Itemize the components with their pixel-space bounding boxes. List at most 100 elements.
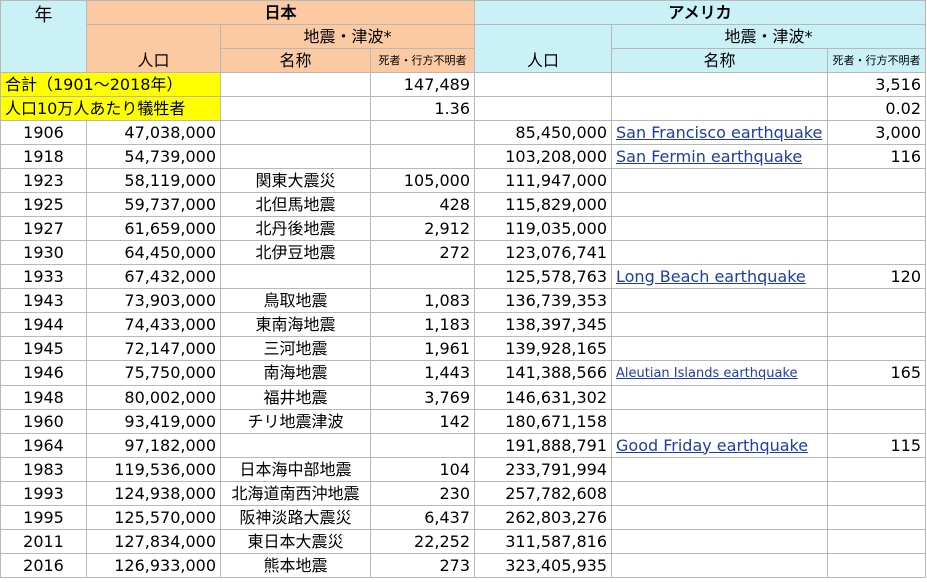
summary-label: 合計（1901～2018年）	[0, 72, 221, 97]
quake-link[interactable]: Aleutian Islands earthquake	[616, 366, 798, 381]
year: 1946	[0, 360, 87, 386]
table-row: 1918 54,739,000 103,208,000 San Fermin eart…	[0, 144, 927, 169]
header-row: 名称 死者・行方不明者 名称 死者・行方不明者	[1, 48, 927, 73]
japan-population: 58,119,000	[86, 168, 221, 193]
america-quake-name: San Francisco earthquake	[611, 120, 828, 145]
america-population: 111,947,000	[474, 168, 612, 193]
table-row: 1960 93,419,000 チリ地震津波 142 180,671,158	[0, 409, 927, 434]
empty-cell	[611, 312, 828, 337]
empty-cell	[370, 264, 475, 289]
america-deaths: 165	[826, 360, 927, 386]
empty-cell	[611, 409, 828, 434]
empty-cell	[826, 409, 927, 434]
america-population: 323,405,935	[474, 553, 612, 578]
japan-deaths: 2,912	[370, 216, 475, 241]
japan-deaths: 273	[370, 553, 475, 578]
quake-link[interactable]: Long Beach earthquake	[616, 266, 806, 286]
japan-population: 75,750,000	[86, 360, 221, 386]
table-row: 1933 67,432,000 125,578,763 Long Beach eart…	[0, 264, 927, 289]
japan-quake-name: 三河地震	[220, 336, 371, 361]
japan-population: 72,147,000	[86, 336, 221, 361]
japan-population: 73,903,000	[86, 288, 221, 313]
empty-cell	[611, 553, 828, 578]
deaths-header: 死者・行方不明者	[826, 48, 927, 73]
empty-cell	[370, 433, 475, 458]
japan-quake-name: 福井地震	[220, 385, 371, 410]
year: 1925	[0, 192, 87, 217]
quake-link[interactable]: San Francisco earthquake	[616, 122, 823, 142]
america-quake-name: San Fermin earthquake	[611, 144, 828, 169]
america-population: 136,739,353	[474, 288, 612, 313]
empty-cell	[611, 457, 828, 482]
empty-cell	[826, 288, 927, 313]
empty-cell	[826, 336, 927, 361]
empty-cell	[370, 144, 475, 169]
year: 1943	[0, 288, 87, 313]
america-population: 85,450,000	[474, 120, 612, 145]
japan-deaths: 230	[370, 481, 475, 506]
empty-cell	[611, 505, 828, 530]
empty-cell	[474, 72, 612, 97]
america-population: 180,671,158	[474, 409, 612, 434]
japan-population: 59,737,000	[86, 192, 221, 217]
year: 1960	[0, 409, 87, 434]
japan-header: 日本	[86, 0, 475, 25]
year: 1944	[0, 312, 87, 337]
year: 1923	[0, 168, 87, 193]
table-row: 1964 97,182,000 191,888,791 Good Friday ear…	[0, 433, 927, 458]
name-header: 名称	[611, 48, 828, 73]
header-row: 人口 地震・津波* 人口 地震・津波*	[1, 24, 927, 73]
table-row: 1983 119,536,000 日本海中部地震 104 233,791,994	[0, 457, 927, 482]
table-row: 1993 124,938,000 北海道南西沖地震 230 257,782,608	[0, 481, 927, 506]
japan-quake-name: 北海道南西沖地震	[220, 481, 371, 506]
year: 1918	[0, 144, 87, 169]
america-population: 191,888,791	[474, 433, 612, 458]
japan-deaths: 6,437	[370, 505, 475, 530]
america-population: 141,388,566	[474, 360, 612, 386]
japan-quake-name: 北伊豆地震	[220, 240, 371, 265]
japan-deaths: 3,769	[370, 385, 475, 410]
empty-cell	[611, 96, 828, 121]
america-population: 115,829,000	[474, 192, 612, 217]
table-row: 1925 59,737,000 北但馬地震 428 115,829,000	[0, 192, 927, 217]
table-row: 1944 74,433,000 東南海地震 1,183 138,397,345	[0, 312, 927, 337]
japan-deaths: 142	[370, 409, 475, 434]
table-row: 1930 64,450,000 北伊豆地震 272 123,076,741	[0, 240, 927, 265]
america-population: 146,631,302	[474, 385, 612, 410]
america-population: 138,397,345	[474, 312, 612, 337]
empty-cell	[220, 433, 371, 458]
year: 1995	[0, 505, 87, 530]
empty-cell	[826, 457, 927, 482]
japan-quake-name: 東日本大震災	[220, 529, 371, 554]
japan-quake-name: 北但馬地震	[220, 192, 371, 217]
quake-link[interactable]: San Fermin earthquake	[616, 146, 803, 166]
japan-total: 147,489	[370, 72, 475, 97]
empty-cell	[611, 385, 828, 410]
japan-quake-name: 阪神淡路大震災	[220, 505, 371, 530]
year: 1983	[0, 457, 87, 482]
japan-quake-name: 鳥取地震	[220, 288, 371, 313]
america-population: 119,035,000	[474, 216, 612, 241]
japan-deaths: 104	[370, 457, 475, 482]
japan-population: 74,433,000	[86, 312, 221, 337]
japan-quake-name: 熊本地震	[220, 553, 371, 578]
japan-population: 124,938,000	[86, 481, 221, 506]
quake-link[interactable]: Good Friday earthquake	[616, 435, 809, 455]
empty-cell	[220, 144, 371, 169]
year: 2011	[0, 529, 87, 554]
japan-quake-name: チリ地震津波	[220, 409, 371, 434]
empty-cell	[611, 288, 828, 313]
table-row: 1943 73,903,000 鳥取地震 1,083 136,739,353	[0, 288, 927, 313]
america-population: 125,578,763	[474, 264, 612, 289]
empty-cell	[826, 385, 927, 410]
empty-cell	[826, 168, 927, 193]
name-header: 名称	[220, 48, 371, 73]
quake-header: 地震・津波*	[610, 24, 927, 49]
japan-population: 47,038,000	[86, 120, 221, 145]
america-population: 262,803,276	[474, 505, 612, 530]
table-row: 1946 75,750,000 南海地震 1,443 141,388,566 Aleuti…	[0, 360, 927, 386]
empty-cell	[826, 216, 927, 241]
japan-population: 126,933,000	[86, 553, 221, 578]
america-population: 257,782,608	[474, 481, 612, 506]
population-header: 人口	[474, 24, 612, 73]
